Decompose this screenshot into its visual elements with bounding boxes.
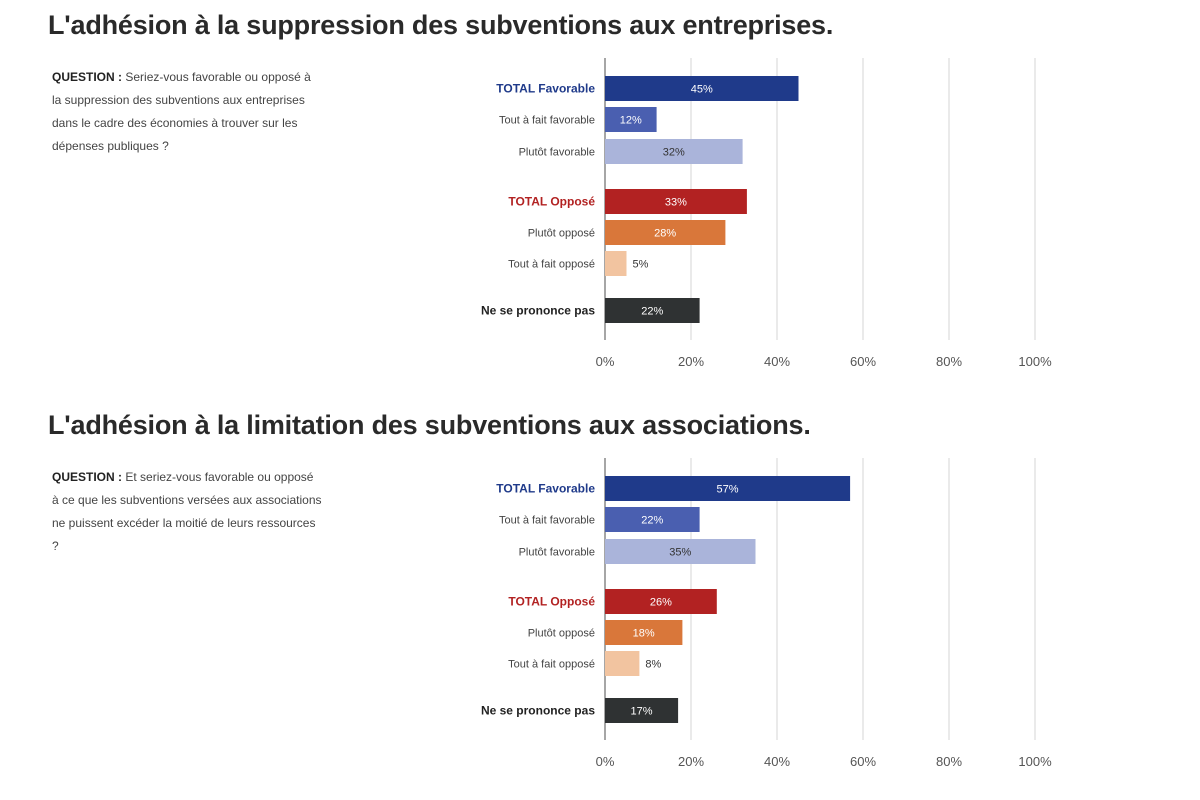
category-label: Tout à fait opposé: [508, 259, 595, 271]
chart-title: L'adhésion à la suppression des subventi…: [48, 10, 834, 40]
x-tick-label: 100%: [1018, 754, 1052, 769]
question-block: QUESTION : Et seriez-vous favorable ou o…: [52, 466, 322, 558]
category-label: Tout à fait opposé: [508, 659, 595, 671]
bar: [605, 298, 700, 323]
category-label: Plutôt opposé: [528, 228, 595, 240]
category-label: Plutôt opposé: [528, 628, 595, 640]
chart-panel-subventions-associations: L'adhésion à la limitation des subventio…: [0, 400, 1200, 800]
question-label: QUESTION :: [52, 70, 123, 84]
x-tick-label: 60%: [850, 354, 876, 369]
bar: [605, 651, 640, 676]
data-label: 18%: [633, 628, 655, 640]
bar: [605, 698, 679, 723]
category-label: TOTAL Opposé: [508, 195, 595, 209]
data-label: 45%: [691, 84, 713, 96]
x-tick-label: 80%: [936, 754, 962, 769]
bar: [605, 189, 747, 214]
category-label: Ne se prononce pas: [481, 704, 595, 718]
data-label: 5%: [633, 259, 649, 271]
data-label: 28%: [654, 228, 676, 240]
data-label: 12%: [620, 115, 642, 127]
data-label: 33%: [665, 197, 687, 209]
bar: [605, 220, 726, 245]
question-text: Seriez-vous favorable ou opposé à la sup…: [52, 70, 311, 153]
question-label: QUESTION :: [52, 470, 123, 484]
category-label: TOTAL Favorable: [496, 482, 595, 496]
chart-panel-subventions-entreprises: L'adhésion à la suppression des subventi…: [48, 10, 1052, 369]
bar: [605, 476, 851, 501]
category-label: Ne se prononce pas: [481, 304, 595, 318]
question-block: QUESTION : Seriez-vous favorable ou oppo…: [52, 66, 322, 158]
bar: [605, 76, 799, 101]
category-label: TOTAL Favorable: [496, 82, 595, 96]
data-label: 8%: [645, 659, 661, 671]
category-label: Tout à fait favorable: [499, 115, 595, 127]
category-label: Plutôt favorable: [519, 147, 595, 159]
question-text: Et seriez-vous favorable ou opposé à ce …: [52, 470, 322, 553]
chart-title: L'adhésion à la limitation des subventio…: [48, 410, 811, 440]
data-label: 26%: [650, 597, 672, 609]
bar-chart: 0% 20% 40% 60% 80% 100% TOTAL Favorable 45% Tout…: [481, 58, 1052, 369]
category-label: Tout à fait favorable: [499, 515, 595, 527]
category-label: Plutôt favorable: [519, 547, 595, 559]
x-tick-label: 40%: [764, 354, 790, 369]
x-tick-label: 20%: [678, 754, 704, 769]
x-tick-label: 100%: [1018, 354, 1052, 369]
bar: [605, 620, 683, 645]
bar: [605, 107, 657, 132]
data-label: 22%: [641, 515, 663, 527]
data-label: 17%: [631, 706, 653, 718]
bar: [605, 589, 717, 614]
x-tick-label: 20%: [678, 354, 704, 369]
category-label: TOTAL Opposé: [508, 595, 595, 609]
bar: [605, 251, 627, 276]
x-tick-label: 60%: [850, 754, 876, 769]
x-tick-label: 0%: [596, 354, 615, 369]
data-label: 22%: [641, 306, 663, 318]
data-label: 57%: [717, 484, 739, 496]
data-label: 32%: [663, 147, 685, 159]
data-label: 35%: [669, 547, 691, 559]
x-tick-label: 40%: [764, 754, 790, 769]
x-tick-label: 0%: [596, 754, 615, 769]
bar: [605, 507, 700, 532]
bar: [605, 139, 743, 164]
bar-chart: 0% 20% 40% 60% 80% 100% TOTAL Favorable 57% Tout…: [481, 458, 1052, 769]
x-tick-label: 80%: [936, 354, 962, 369]
bar: [605, 539, 756, 564]
